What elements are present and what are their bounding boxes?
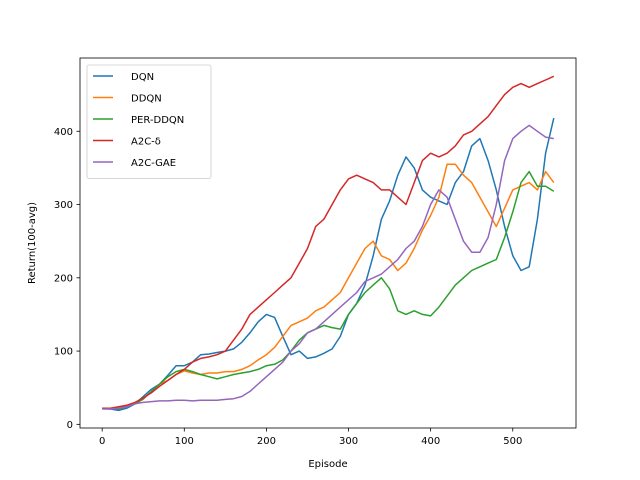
legend-frame (86, 64, 212, 179)
y-tick-label: 0 (67, 420, 73, 431)
legend-label: A2C-GAE (131, 158, 176, 169)
x-tick-label: 100 (175, 436, 194, 447)
x-axis-ticks: 0 100 200 300 400 500 (99, 428, 522, 447)
x-tick-label: 400 (421, 436, 440, 447)
legend-label: PER-DDQN (131, 115, 184, 126)
legend-label: DQN (131, 72, 154, 83)
series-line-1 (102, 163, 555, 409)
legend: DQN DDQN PER-DDQN A2C-δ A2C-GAE (86, 64, 212, 179)
series-line-0 (102, 117, 555, 412)
y-axis-ticks: 0 100 200 300 400 (54, 127, 80, 431)
y-tick-label: 100 (54, 347, 73, 358)
series-line-4 (102, 124, 554, 410)
series-line-2 (102, 170, 555, 410)
x-tick-label: 300 (339, 436, 358, 447)
y-tick-label: 300 (54, 200, 73, 211)
x-tick-label: 0 (99, 436, 105, 447)
legend-label: DDQN (131, 94, 162, 105)
y-axis-label: Return(100-avg) (27, 202, 38, 284)
y-tick-label: 400 (54, 127, 73, 138)
axes-frame (79, 57, 577, 429)
x-axis-label: Episode (308, 459, 347, 470)
series-line-3 (102, 75, 555, 409)
x-tick-label: 200 (257, 436, 276, 447)
legend-label: A2C-δ (131, 137, 161, 148)
x-tick-label: 500 (503, 436, 522, 447)
y-tick-label: 200 (54, 273, 73, 284)
series-lines (102, 75, 555, 412)
